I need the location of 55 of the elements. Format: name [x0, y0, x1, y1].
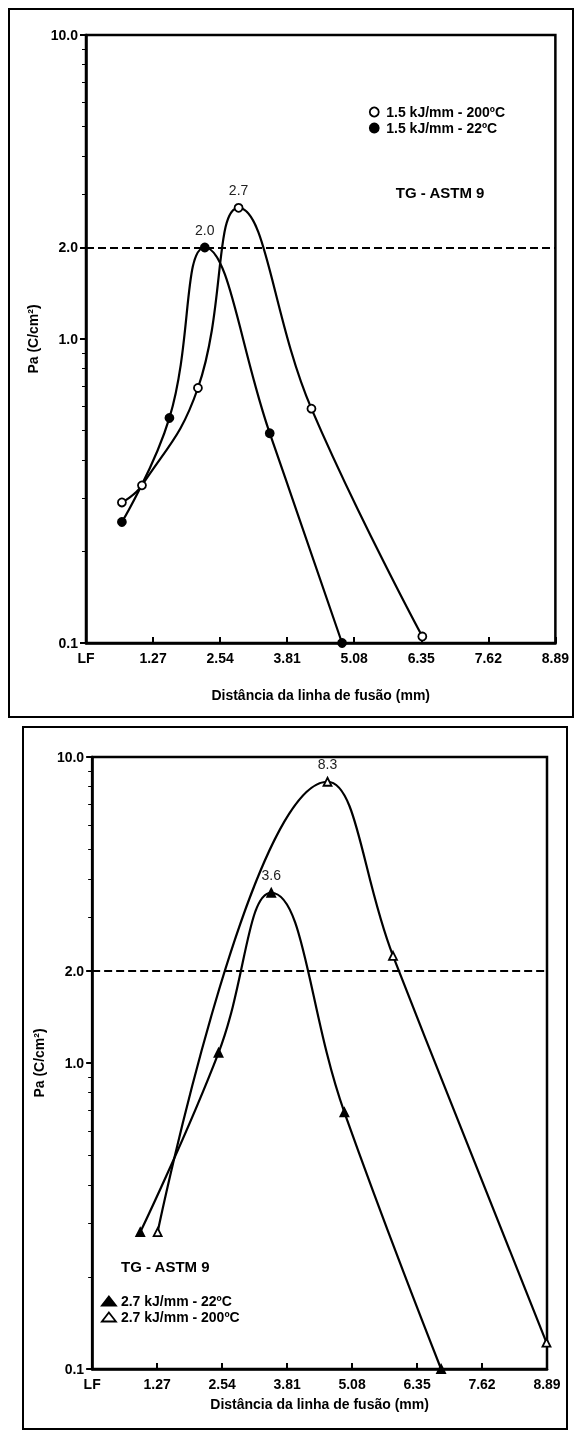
y-tick-label: 10.0 [50, 27, 79, 43]
point [117, 497, 127, 508]
point [152, 1227, 163, 1238]
x-tick-label: 8.89 [541, 650, 570, 666]
x-tick-label: 6.35 [407, 650, 436, 666]
x-tick-label: LF [83, 1376, 102, 1392]
y-tick-label: 0.1 [64, 1361, 85, 1377]
point [388, 950, 398, 961]
y-tick-label: 1.0 [58, 331, 79, 347]
x-tick-label: 7.62 [468, 1376, 496, 1392]
annotation: TG - ASTM 9 [395, 184, 485, 201]
point [117, 517, 127, 527]
point [266, 887, 277, 898]
data-label: 3.6 [261, 866, 282, 883]
x-tick-label: 3.81 [273, 1376, 301, 1392]
y-tick-label: 2.0 [64, 962, 85, 979]
y-tick-label: 2.0 [58, 239, 79, 256]
x-tick-label: 3.81 [273, 650, 301, 666]
data-label: 8.3 [317, 755, 338, 772]
legend-label: 2.7 kJ/mm - 200ºC [120, 1309, 240, 1325]
x-tick-label: 7.62 [474, 650, 503, 666]
y-axis-title: Pa (C/cm²) [24, 304, 41, 374]
x-tick-label: 2.54 [206, 650, 234, 666]
point [193, 383, 203, 393]
x-axis-title: Distância da linha de fusão (mm) [210, 1396, 429, 1412]
point [135, 1227, 146, 1238]
annotation: TG - ASTM 9 [121, 1258, 210, 1275]
data-label: 2.7 [228, 181, 249, 198]
point [322, 776, 333, 787]
point [137, 480, 147, 491]
data-label: 2.0 [195, 221, 215, 238]
x-tick-label: 5.08 [338, 1376, 366, 1392]
legend-label: 1.5 kJ/mm - 22ºC [386, 120, 498, 136]
legend-label: 2.7 kJ/mm - 22ºC [120, 1293, 232, 1309]
x-tick-label: 1.27 [143, 1376, 171, 1392]
x-axis-title: Distância da linha de fusão (mm) [211, 687, 430, 703]
x-tick-label: 2.54 [208, 1376, 236, 1392]
x-tick-label: 8.89 [533, 1376, 561, 1392]
x-tick-label: 1.27 [139, 650, 167, 666]
x-tick-label: LF [77, 650, 95, 666]
point [233, 202, 244, 213]
y-tick-label: 1.0 [64, 1055, 85, 1071]
x-tick-label: 5.08 [340, 650, 369, 666]
legend-label: 1.5 kJ/mm - 200ºC [386, 104, 505, 120]
y-tick-label: 0.1 [58, 635, 79, 651]
point [436, 1364, 446, 1374]
y-axis-title: Pa (C/cm²) [31, 1028, 47, 1098]
point [164, 413, 175, 423]
point [213, 1047, 224, 1058]
point [306, 403, 317, 414]
point [264, 428, 275, 439]
x-tick-label: 6.35 [403, 1376, 431, 1392]
point [339, 1107, 350, 1118]
point [337, 638, 347, 648]
y-tick-label: 10.0 [56, 749, 85, 765]
